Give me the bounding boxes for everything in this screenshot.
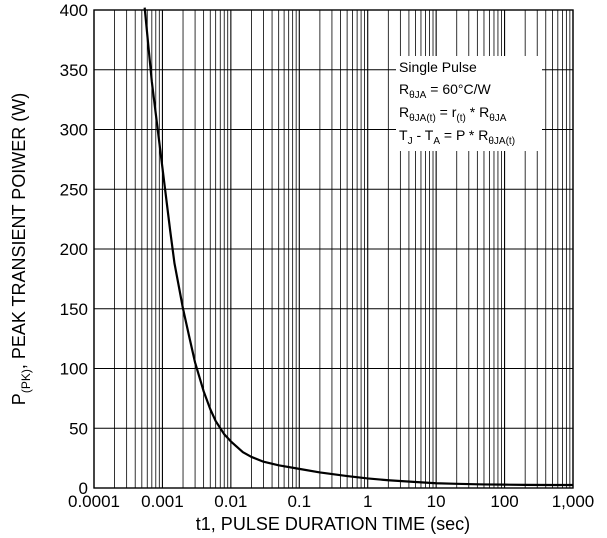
y-axis-title: P(PK), PEAK TRANSIENT POIWER (W): [9, 93, 33, 405]
annotation-background: [396, 56, 542, 151]
series-line: [143, 7, 573, 487]
y-tick-labels: 0 50 100 150 200 250 300 350 400: [60, 1, 88, 498]
plot-frame: [93, 9, 574, 489]
x-tick-label: 0.001: [141, 492, 184, 511]
x-tick-labels: 0.0001 0.001 0.01 0.1 1 10 100 1,000: [68, 492, 594, 511]
y-tick-label: 400: [60, 1, 88, 20]
x-tick-label: 10: [427, 492, 446, 511]
y-tick-label: 150: [60, 300, 88, 319]
x-tick-label: 0.01: [214, 492, 247, 511]
annotation-line-3: RθJA(t) = r(t) * RθJA: [399, 104, 507, 124]
annotation-line-2: RθJA = 60°C/W: [399, 81, 491, 101]
annotation-line-4: TJ - TA = P * RθJA(t): [399, 127, 515, 147]
y-tick-label: 300: [60, 121, 88, 140]
x-tick-label: 1,000: [552, 492, 595, 511]
y-tick-label: 200: [60, 240, 88, 259]
y-tick-label: 250: [60, 180, 88, 199]
annotation-line-1: Single Pulse: [399, 59, 477, 75]
x-tick-label: 100: [490, 492, 518, 511]
y-tick-label: 0: [79, 479, 88, 498]
y-tick-label: 50: [69, 419, 88, 438]
y-tick-label: 100: [60, 360, 88, 379]
x-tick-label: 0.1: [287, 492, 311, 511]
x-tick-label: 1: [363, 492, 372, 511]
x-axis-title: t1, PULSE DURATION TIME (sec): [196, 514, 470, 534]
x-tick-label: 0.0001: [68, 492, 120, 511]
y-tick-label: 350: [60, 61, 88, 80]
